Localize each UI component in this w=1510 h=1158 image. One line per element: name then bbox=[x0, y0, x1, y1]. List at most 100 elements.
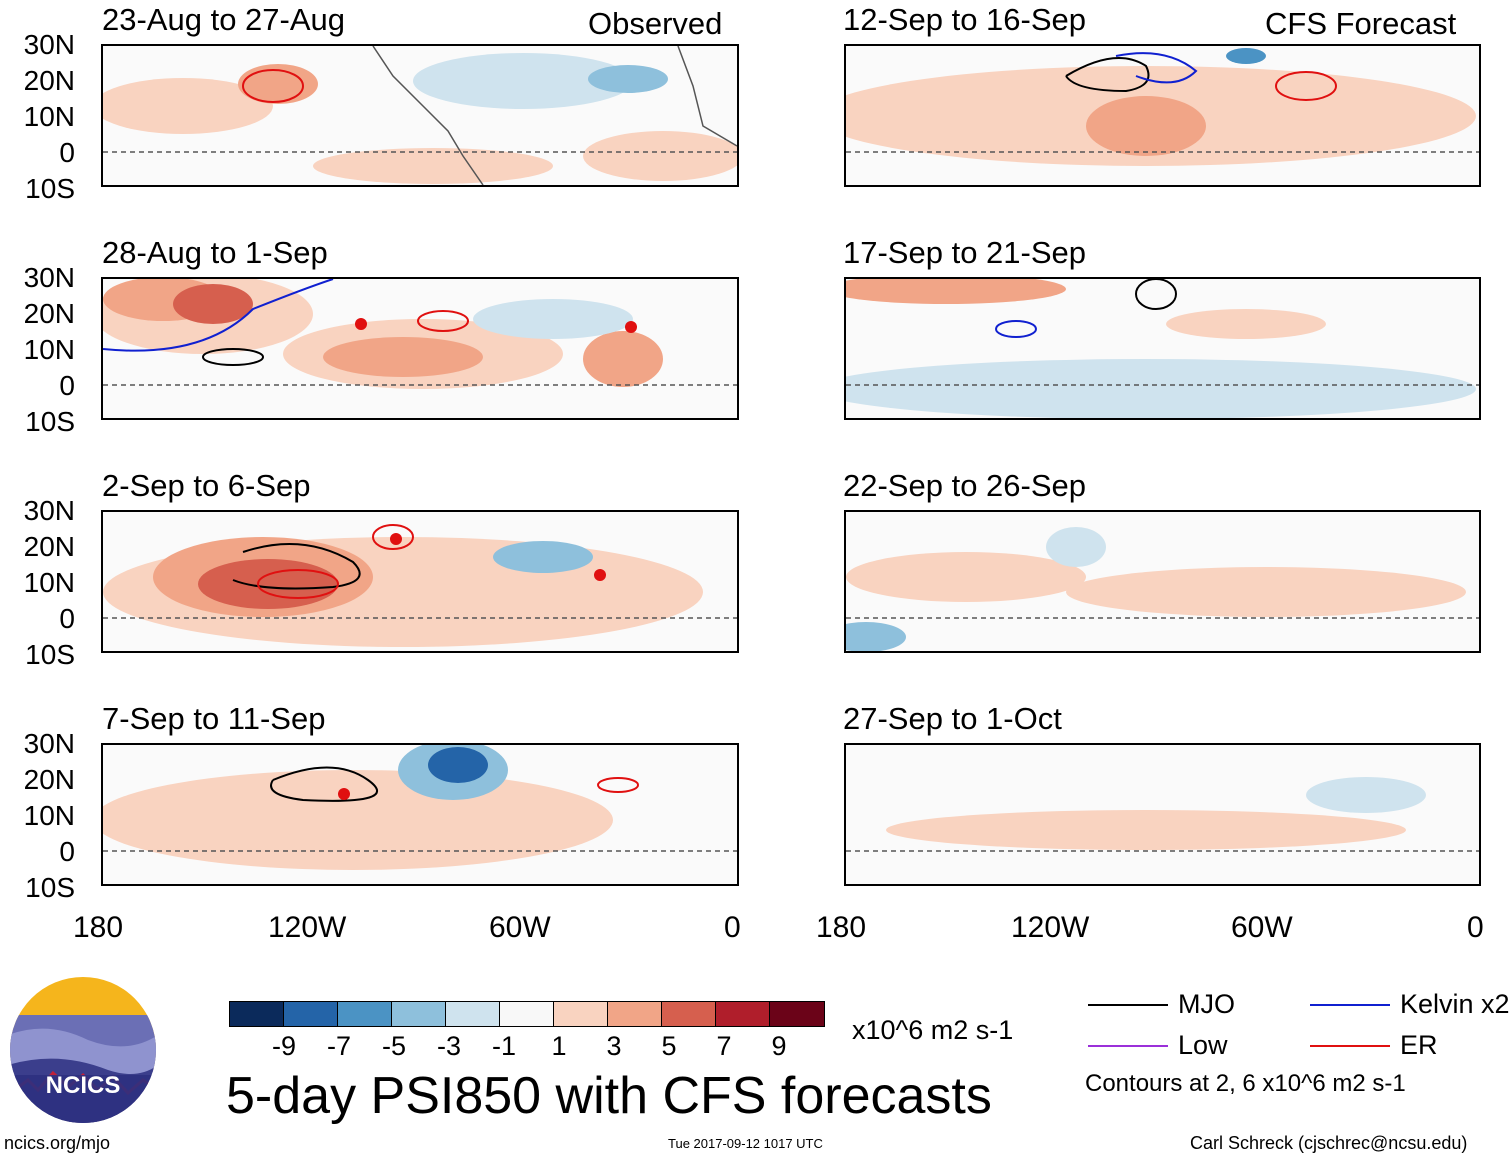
lat-label: 20N bbox=[23, 65, 75, 96]
colorbar-swatch bbox=[608, 1002, 662, 1026]
lat-label: 10S bbox=[25, 173, 75, 204]
lat-label: 0 bbox=[59, 370, 75, 401]
lat-label: 0 bbox=[59, 836, 75, 867]
legend-item-mjo: MJO bbox=[1088, 989, 1235, 1020]
lon-label: 180 bbox=[816, 911, 867, 944]
logo-text: NCICS bbox=[46, 1072, 121, 1099]
lon-label: 0 bbox=[724, 911, 741, 944]
map-panel-left-0 bbox=[101, 44, 739, 187]
colorbar-tick: 7 bbox=[716, 1031, 732, 1061]
lat-label: 10S bbox=[25, 639, 75, 670]
lat-label: 20N bbox=[23, 764, 75, 795]
colorbar-swatch bbox=[392, 1002, 446, 1026]
map-panel-right-2 bbox=[844, 510, 1481, 653]
lat-label: 30N bbox=[23, 728, 75, 759]
lon-label: 60W bbox=[489, 911, 551, 944]
map-field bbox=[846, 46, 1479, 185]
storm-marker-icon bbox=[594, 569, 606, 581]
legend-item-kelvin: Kelvin x2 bbox=[1310, 989, 1510, 1020]
lat-label: 10S bbox=[25, 406, 75, 437]
colorbar-swatch bbox=[554, 1002, 608, 1026]
lat-label: 30N bbox=[23, 29, 75, 60]
lon-label: 120W bbox=[268, 911, 347, 944]
lat-label: 10N bbox=[23, 334, 75, 365]
legend-line bbox=[1088, 1003, 1168, 1006]
observed-label: Observed bbox=[588, 6, 723, 41]
lon-label: 180 bbox=[73, 911, 124, 944]
ncics-logo: NCICS bbox=[8, 975, 158, 1125]
map-field bbox=[103, 46, 737, 185]
legend-line bbox=[1088, 1044, 1168, 1047]
colorbar-units: x10^6 m2 s-1 bbox=[852, 1015, 1014, 1045]
lat-label: 0 bbox=[59, 137, 75, 168]
lat-label: 10S bbox=[25, 872, 75, 903]
map-panel-right-3 bbox=[844, 743, 1481, 886]
panel-title: 17-Sep to 21-Sep bbox=[843, 235, 1087, 270]
timestamp: Tue 2017-09-12 1017 UTC bbox=[668, 1136, 823, 1151]
panel-title: 28-Aug to 1-Sep bbox=[102, 235, 328, 270]
lat-label: 30N bbox=[23, 262, 75, 293]
colorbar-tick: -7 bbox=[326, 1031, 351, 1061]
legend-label: ER bbox=[1400, 1030, 1438, 1060]
legend-label: Low bbox=[1178, 1030, 1228, 1060]
map-panel-right-0 bbox=[844, 44, 1481, 187]
panel-title: 2-Sep to 6-Sep bbox=[102, 468, 311, 503]
storm-marker-icon bbox=[338, 788, 350, 800]
main-title: 5-day PSI850 with CFS forecasts bbox=[226, 1067, 992, 1125]
map-field bbox=[846, 745, 1479, 884]
lon-label: 0 bbox=[1467, 911, 1484, 944]
map-field bbox=[103, 512, 737, 651]
panel-title: 7-Sep to 11-Sep bbox=[102, 701, 326, 736]
panel-title: 22-Sep to 26-Sep bbox=[843, 468, 1087, 503]
credit: Carl Schreck (cjschrec@ncsu.edu) bbox=[1190, 1133, 1468, 1153]
lon-label: 60W bbox=[1231, 911, 1293, 944]
colorbar-swatch bbox=[230, 1002, 284, 1026]
storm-marker-icon bbox=[625, 321, 637, 333]
colorbar bbox=[229, 1001, 825, 1027]
panel-title: 12-Sep to 16-Sep bbox=[843, 2, 1087, 37]
colorbar-tick: 9 bbox=[771, 1031, 787, 1061]
colorbar-swatch bbox=[662, 1002, 716, 1026]
contour-note: Contours at 2, 6 x10^6 m2 s-1 bbox=[1085, 1070, 1406, 1097]
lat-label: 20N bbox=[23, 298, 75, 329]
legend-item-low: Low bbox=[1088, 1030, 1228, 1061]
panel-title: 23-Aug to 27-Aug bbox=[102, 2, 346, 37]
map-field bbox=[846, 512, 1479, 651]
legend-item-er: ER bbox=[1310, 1030, 1438, 1061]
site-link[interactable]: ncics.org/mjo bbox=[4, 1133, 111, 1153]
colorbar-swatch bbox=[338, 1002, 392, 1026]
colorbar-swatch bbox=[284, 1002, 338, 1026]
map-panel-right-1 bbox=[844, 277, 1481, 420]
colorbar-tick: -3 bbox=[436, 1031, 461, 1061]
map-field bbox=[103, 279, 737, 418]
map-panel-left-3 bbox=[101, 743, 739, 886]
colorbar-swatch bbox=[446, 1002, 500, 1026]
legend-line bbox=[1310, 1003, 1390, 1006]
legend-label: Kelvin x2 bbox=[1400, 989, 1510, 1019]
map-field bbox=[103, 745, 737, 884]
legend-label: MJO bbox=[1178, 989, 1235, 1019]
colorbar-tick: -1 bbox=[491, 1031, 516, 1061]
colorbar-tick: 5 bbox=[661, 1031, 677, 1061]
lat-label: 30N bbox=[23, 495, 75, 526]
lat-label: 10N bbox=[23, 101, 75, 132]
colorbar-swatch bbox=[770, 1002, 824, 1026]
lat-label: 20N bbox=[23, 531, 75, 562]
storm-marker-icon bbox=[390, 533, 402, 545]
map-panel-left-2 bbox=[101, 510, 739, 653]
map-field bbox=[846, 279, 1479, 418]
legend-line bbox=[1310, 1044, 1390, 1047]
lat-label: 10N bbox=[23, 800, 75, 831]
forecast-label: CFS Forecast bbox=[1265, 6, 1457, 41]
colorbar-tick: 3 bbox=[606, 1031, 622, 1061]
colorbar-swatch bbox=[500, 1002, 554, 1026]
storm-marker-icon bbox=[355, 318, 367, 330]
lat-label: 0 bbox=[59, 603, 75, 634]
colorbar-tick: -9 bbox=[271, 1031, 296, 1061]
colorbar-swatch bbox=[716, 1002, 770, 1026]
map-panel-left-1 bbox=[101, 277, 739, 420]
lat-label: 10N bbox=[23, 567, 75, 598]
lon-label: 120W bbox=[1011, 911, 1090, 944]
panel-title: 27-Sep to 1-Oct bbox=[843, 701, 1062, 736]
colorbar-tick: -5 bbox=[381, 1031, 406, 1061]
